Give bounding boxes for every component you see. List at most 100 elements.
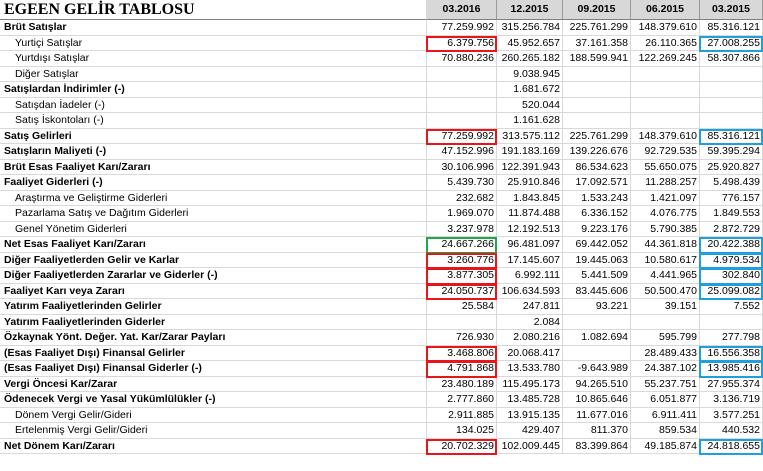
value-cell: 12.192.513	[497, 221, 563, 237]
value-cell: 55.650.075	[631, 159, 700, 175]
value-cell: 148.379.610	[631, 20, 700, 36]
value-cell: 429.407	[497, 423, 563, 439]
value-cell: 13.985.416	[700, 361, 763, 377]
value-cell	[427, 97, 497, 113]
value-cell: 50.500.470	[631, 283, 700, 299]
row-label: Dönem Vergi Gelir/Gideri	[0, 407, 427, 423]
value-cell: 776.157	[700, 190, 763, 206]
value-cell: 2.911.885	[427, 407, 497, 423]
value-cell: 115.495.173	[497, 376, 563, 392]
value-cell: 30.106.996	[427, 159, 497, 175]
value-cell: 225.761.299	[563, 20, 631, 36]
value-cell: 45.952.657	[497, 35, 563, 51]
value-cell	[563, 82, 631, 98]
value-cell: 20.702.329	[427, 438, 497, 454]
value-cell: 7.552	[700, 299, 763, 315]
value-cell: 25.099.082	[700, 283, 763, 299]
value-cell: 5.790.385	[631, 221, 700, 237]
value-cell: 20.422.388	[700, 237, 763, 253]
value-cell: 6.911.411	[631, 407, 700, 423]
value-cell: 70.880.236	[427, 51, 497, 67]
value-cell: 315.256.784	[497, 20, 563, 36]
value-cell: 148.379.610	[631, 128, 700, 144]
row-label: Brüt Satışlar	[0, 20, 427, 36]
row-label: Yurtdışı Satışlar	[0, 51, 427, 67]
value-cell: 11.874.488	[497, 206, 563, 222]
value-cell: 17.145.607	[497, 252, 563, 268]
value-cell: 85.316.121	[700, 20, 763, 36]
value-cell: 6.379.756	[427, 35, 497, 51]
row-label: Diğer Satışlar	[0, 66, 427, 82]
row-label: Ödenecek Vergi ve Yasal Yükümlülükler (-…	[0, 392, 427, 408]
value-cell: 58.307.866	[700, 51, 763, 67]
row-label: Satışların Maliyeti (-)	[0, 144, 427, 160]
row-label: Satışlardan İndirimler (-)	[0, 82, 427, 98]
value-cell: 77.259.992	[427, 20, 497, 36]
row-label: Genel Yönetim Giderleri	[0, 221, 427, 237]
value-cell	[631, 97, 700, 113]
row-label: Diğer Faaliyetlerden Zararlar ve Giderle…	[0, 268, 427, 284]
value-cell: 2.084	[497, 314, 563, 330]
row-label: (Esas Faaliyet Dışı) Finansal Gelirler	[0, 345, 427, 361]
value-cell: 5.439.730	[427, 175, 497, 191]
value-cell	[631, 66, 700, 82]
value-cell: 20.068.417	[497, 345, 563, 361]
value-cell: 1.969.070	[427, 206, 497, 222]
value-cell: 3.136.719	[700, 392, 763, 408]
value-cell: 77.259.992	[427, 128, 497, 144]
value-cell: 85.316.121	[700, 128, 763, 144]
value-cell: 17.092.571	[563, 175, 631, 191]
row-label: Net Dönem Karı/Zararı	[0, 438, 427, 454]
value-cell: 122.269.245	[631, 51, 700, 67]
value-cell: 27.008.255	[700, 35, 763, 51]
row-label: Net Esas Faaliyet Karı/Zararı	[0, 237, 427, 253]
value-cell: 726.930	[427, 330, 497, 346]
value-cell: 106.634.593	[497, 283, 563, 299]
value-cell: 811.370	[563, 423, 631, 439]
value-cell: 13.485.728	[497, 392, 563, 408]
value-cell: 277.798	[700, 330, 763, 346]
value-cell: 188.599.941	[563, 51, 631, 67]
value-cell: 859.534	[631, 423, 700, 439]
value-cell: 520.044	[497, 97, 563, 113]
value-cell: 94.265.510	[563, 376, 631, 392]
value-cell	[427, 82, 497, 98]
value-cell: 3.260.776	[427, 252, 497, 268]
row-label: Yatırım Faaliyetlerinden Gelirler	[0, 299, 427, 315]
value-cell: 2.080.216	[497, 330, 563, 346]
value-cell	[631, 113, 700, 129]
value-cell: 3.877.305	[427, 268, 497, 284]
period-header: 09.2015	[563, 0, 631, 20]
value-cell	[700, 314, 763, 330]
value-cell: 19.445.063	[563, 252, 631, 268]
row-label: Araştırma ve Geliştirme Giderleri	[0, 190, 427, 206]
value-cell: 260.265.182	[497, 51, 563, 67]
value-cell: 313.575.112	[497, 128, 563, 144]
value-cell: 232.682	[427, 190, 497, 206]
row-label: Yatırım Faaliyetlerinden Giderler	[0, 314, 427, 330]
value-cell: 3.468.806	[427, 345, 497, 361]
value-cell: 2.777.860	[427, 392, 497, 408]
value-cell	[631, 82, 700, 98]
value-cell: 24.050.737	[427, 283, 497, 299]
value-cell	[427, 113, 497, 129]
value-cell	[563, 314, 631, 330]
value-cell: 3.237.978	[427, 221, 497, 237]
value-cell: 4.441.965	[631, 268, 700, 284]
period-header: 03.2016	[427, 0, 497, 20]
row-label: Özkaynak Yönt. Değer. Yat. Kar/Zarar Pay…	[0, 330, 427, 346]
value-cell: 440.532	[700, 423, 763, 439]
value-cell: 225.761.299	[563, 128, 631, 144]
value-cell: 10.865.646	[563, 392, 631, 408]
value-cell: 13.533.780	[497, 361, 563, 377]
value-cell: 27.955.374	[700, 376, 763, 392]
value-cell	[700, 82, 763, 98]
value-cell: 9.223.176	[563, 221, 631, 237]
value-cell: 25.584	[427, 299, 497, 315]
value-cell: 11.288.257	[631, 175, 700, 191]
value-cell: 25.920.827	[700, 159, 763, 175]
value-cell: 5.498.439	[700, 175, 763, 191]
value-cell: 24.818.655	[700, 438, 763, 454]
value-cell: 1.082.694	[563, 330, 631, 346]
